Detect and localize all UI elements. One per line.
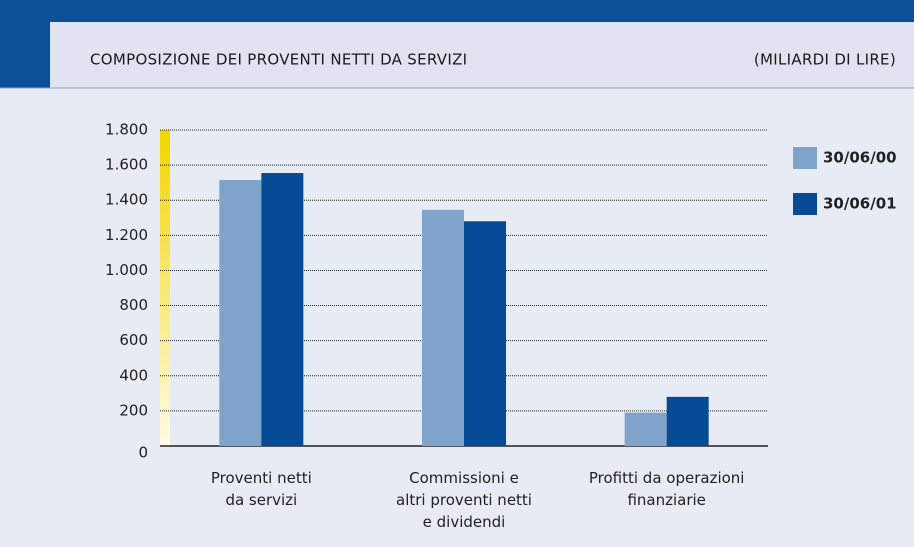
bar [261,173,304,446]
legend-label: 30/06/00 [823,149,897,167]
y-tick-label: 1.400 [105,191,148,209]
y-tick-label: 200 [119,401,148,419]
unit-label: (MILIARDI DI LIRE) [754,51,896,69]
side-band [0,0,50,88]
y-tick-label: 400 [119,366,148,384]
y-tick-label: 1.600 [105,156,148,174]
x-tick-label: Commissioni e altri proventi netti e divid… [396,469,532,531]
top-band [0,0,914,22]
y-tick-label: 1.800 [105,121,148,139]
legend-swatch [793,193,817,215]
y-tick-label: 1.000 [105,261,148,279]
bar [422,209,464,446]
y-tick-label: 600 [119,331,148,349]
y-tick-label: 0 [138,444,148,462]
legend-swatch [793,147,817,169]
header [50,22,914,88]
legend-label: 30/06/01 [823,195,897,213]
y-axis-bar [160,130,170,446]
y-tick-label: 1.200 [105,226,148,244]
bar [666,396,709,446]
bar [624,412,667,446]
x-tick-label: Profitti da operazioni finanziarie [589,469,745,509]
bar [219,180,262,447]
chart-title: COMPOSIZIONE DEI PROVENTI NETTI DA SERVI… [90,51,467,69]
x-tick-label: Proventi netti da servizi [211,469,312,509]
y-tick-label: 800 [119,296,148,314]
bar [464,221,506,446]
